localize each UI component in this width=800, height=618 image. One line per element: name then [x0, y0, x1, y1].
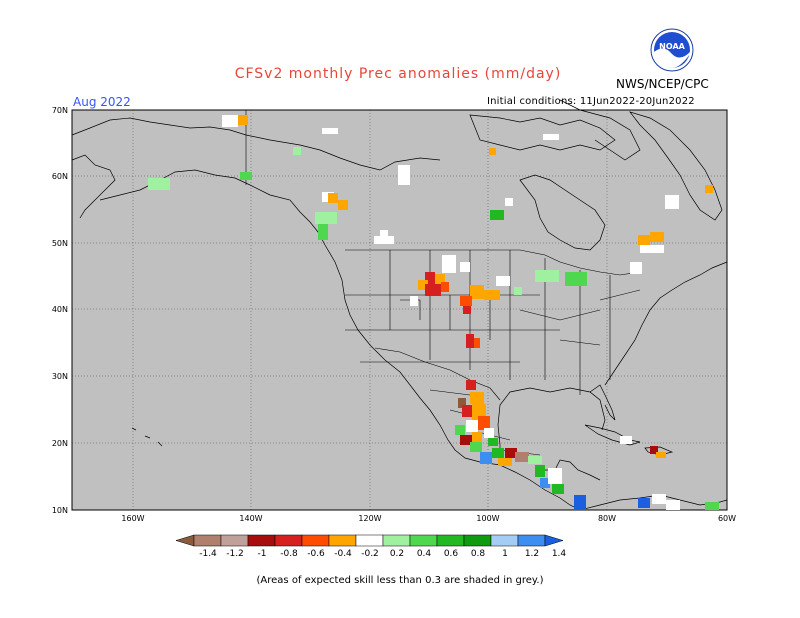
lat-label-30n: 30N — [52, 372, 68, 381]
lon-label-160w: 160W — [121, 514, 144, 523]
colorbar-tick-label: -0.2 — [361, 549, 379, 559]
colorbar-tick-label: 0.6 — [444, 549, 459, 559]
lon-label-80w: 80W — [598, 514, 616, 523]
lon-label-100w: 100W — [476, 514, 499, 523]
colorbar-swatch — [436, 534, 465, 547]
colorbar-swatch — [490, 534, 519, 547]
colorbar-swatch — [382, 534, 411, 547]
colorbar-tick-label: 1.4 — [552, 549, 567, 559]
colorbar-swatch — [409, 534, 438, 547]
lon-label-60w: 60W — [718, 514, 736, 523]
colorbar-tick-label: -0.6 — [307, 549, 325, 559]
colorbar-tick-label: -1.2 — [226, 549, 244, 559]
colorbar-tick-label: 1 — [502, 549, 508, 559]
initial-conditions-label: Initial conditions: 11Jun2022-20Jun2022 — [487, 96, 695, 107]
political-borders — [245, 110, 641, 456]
lat-label-20n: 20N — [52, 439, 68, 448]
colorbar: -1.4 -1.2 -1 -0.8 -0.6 -0.4 -0.2 0.2 0.4 0.6 0.8 1 1… — [175, 534, 567, 559]
colorbar-arrow-left — [175, 534, 195, 547]
colorbar-swatch — [328, 534, 357, 547]
colorbar-swatch — [220, 534, 249, 547]
colorbar-tick-label: -1.4 — [199, 549, 217, 559]
colorbar-swatch — [247, 534, 276, 547]
colorbar-swatch — [463, 534, 492, 547]
colorbar-tick-label: 0.8 — [471, 549, 486, 559]
colorbar-swatch — [517, 534, 546, 547]
lat-label-60n: 60N — [52, 172, 68, 181]
colorbar-swatch — [301, 534, 330, 547]
colorbar-tick-label: -0.4 — [334, 549, 352, 559]
lon-label-120w: 120W — [358, 514, 381, 523]
lat-label-10n: 10N — [52, 506, 68, 515]
lat-labels: 70N 60N 50N 40N 30N 20N 10N — [52, 106, 68, 515]
lon-labels: 160W 140W 120W 100W 80W 60W — [121, 514, 736, 523]
colorbar-tick-label: 0.2 — [390, 549, 404, 559]
colorbar-swatch — [355, 534, 384, 547]
colorbar-tick-label: -0.8 — [280, 549, 298, 559]
lat-label-40n: 40N — [52, 305, 68, 314]
anomaly-cells — [148, 115, 719, 510]
agency-label: NWS/NCEP/CPC — [616, 77, 709, 91]
colorbar-tick-label: -1 — [258, 549, 267, 559]
map-title: CFSv2 monthly Prec anomalies (mm/day) — [234, 66, 562, 82]
lon-label-140w: 140W — [239, 514, 262, 523]
colorbar-tick-label: 0.4 — [417, 549, 432, 559]
colorbar-swatch — [193, 534, 222, 547]
svg-text:NOAA: NOAA — [659, 42, 685, 51]
colorbar-arrow-right — [544, 534, 564, 547]
colorbar-swatch — [274, 534, 303, 547]
footnote: (Areas of expected skill less than 0.3 a… — [256, 575, 544, 586]
valid-month-label: Aug 2022 — [73, 95, 131, 109]
colorbar-tick-label: 1.2 — [525, 549, 539, 559]
lat-label-50n: 50N — [52, 239, 68, 248]
noaa-logo-icon: NOAA — [650, 28, 694, 72]
lat-label-70n: 70N — [52, 106, 68, 115]
